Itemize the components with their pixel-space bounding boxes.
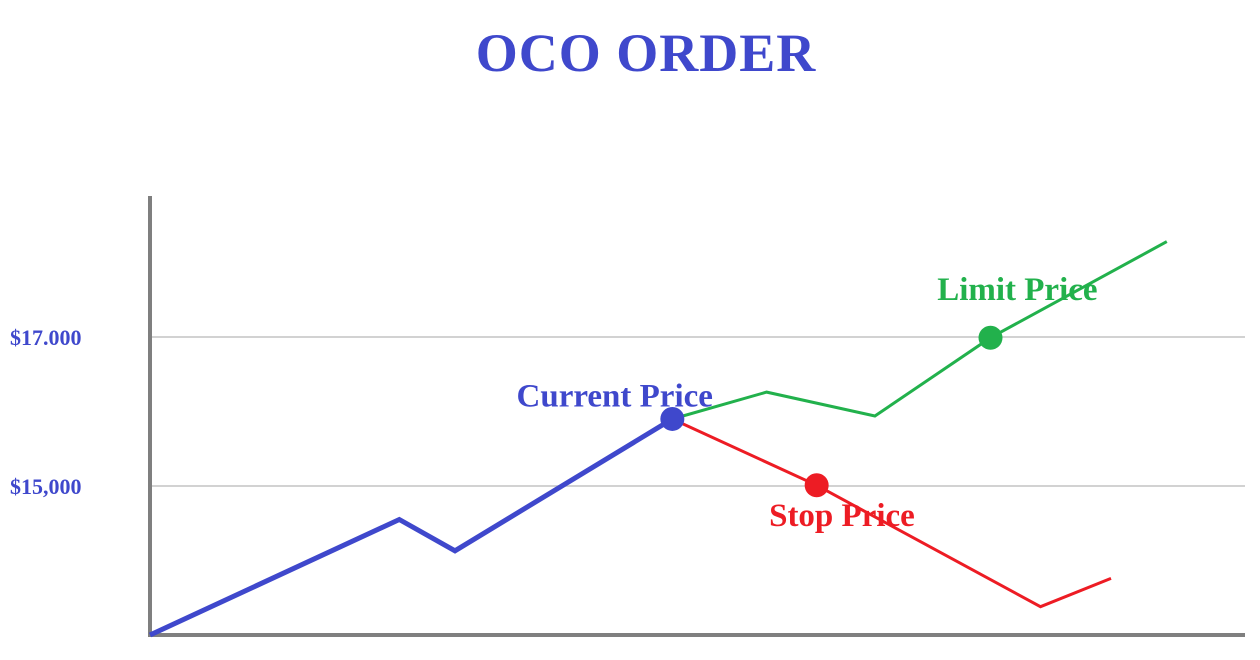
grid-layer <box>150 336 1245 487</box>
axis-layer <box>148 196 1245 637</box>
chart-title: OCO ORDER <box>475 23 817 83</box>
current-price-label: Current Price <box>517 378 713 414</box>
limit-price-label: Limit Price <box>937 272 1097 308</box>
series-line-2 <box>671 417 1112 609</box>
current-price-marker <box>660 406 685 431</box>
label-layer: $15,000 $17.000 Current Price Limit Price St… <box>10 272 1098 534</box>
stop-price-marker <box>804 473 829 498</box>
series-line-0 <box>148 416 674 638</box>
series-line-1 <box>671 240 1168 421</box>
marker-layer <box>660 325 1003 498</box>
limit-price-marker <box>978 325 1003 350</box>
y-tick-label: $17.000 <box>10 325 82 350</box>
y-tick-label: $15,000 <box>10 474 82 499</box>
stop-price-label: Stop Price <box>769 498 915 534</box>
series-layer <box>148 240 1168 638</box>
